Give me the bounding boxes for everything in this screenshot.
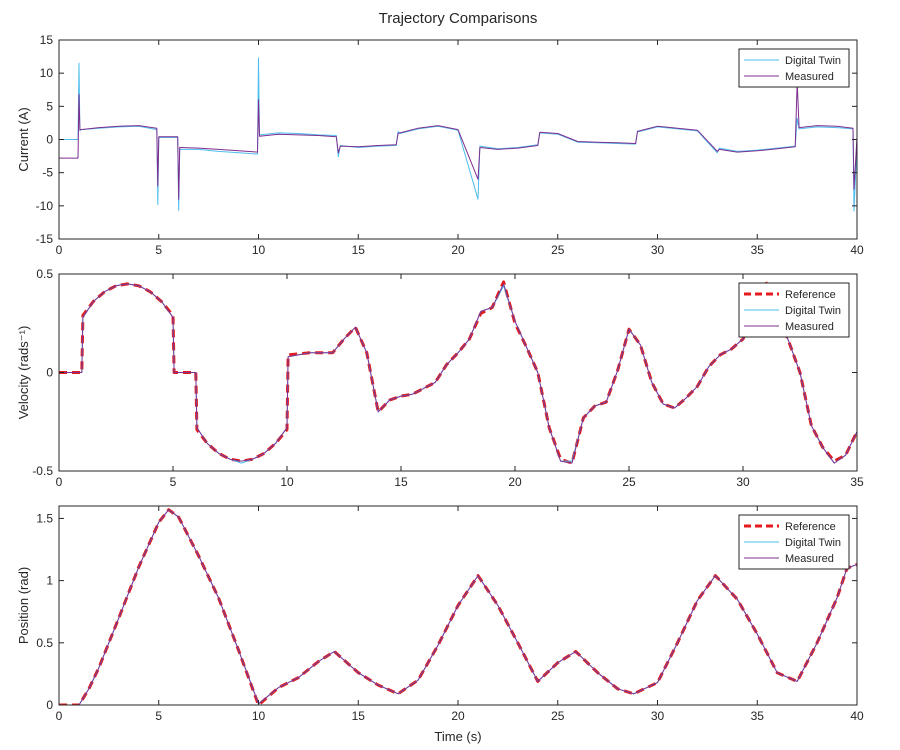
x-axis-label: Time (s) — [434, 729, 481, 744]
legend-label-measured: Measured — [785, 553, 834, 565]
legend-label-reference: Reference — [785, 289, 836, 301]
x-tick-label: 10 — [280, 475, 294, 489]
x-tick-label: 25 — [551, 243, 565, 257]
x-tick-label: 10 — [252, 243, 266, 257]
series-group — [59, 280, 857, 465]
x-tick-label: 5 — [155, 243, 162, 257]
series-line-measured — [59, 82, 857, 200]
x-tick-label: 20 — [508, 475, 522, 489]
plot-area — [59, 40, 857, 239]
y-tick-label: 0 — [46, 366, 53, 380]
legend: Reference Digital Twin Measured — [738, 282, 850, 338]
y-tick-label: 0 — [46, 698, 53, 712]
x-tick-label: 35 — [751, 709, 765, 723]
x-tick-label: 20 — [451, 243, 465, 257]
x-tick-label: 5 — [170, 475, 177, 489]
y-tick-label: 1.5 — [36, 511, 53, 525]
x-tick-label: 15 — [352, 709, 366, 723]
legend-label-measured: Measured — [785, 71, 834, 83]
y-tick-label: 0.5 — [36, 636, 53, 650]
legend-label-digital-twin: Digital Twin — [785, 537, 841, 549]
legend: Digital Twin Measured — [738, 48, 850, 88]
figure-title: Trajectory Comparisons — [379, 10, 538, 27]
legend-label-measured: Measured — [785, 321, 834, 333]
current-subplot: 0 5 10 15 20 25 30 35 40 -15 -10 -5 0 5 10 15 Current (A… — [16, 33, 864, 257]
y-tick-label: 15 — [40, 33, 54, 47]
y-tick-label: -5 — [42, 166, 53, 180]
x-tick-label: 30 — [651, 709, 665, 723]
x-tick-label: 0 — [56, 709, 63, 723]
y-tick-label: -15 — [36, 232, 54, 246]
legend-label-reference: Reference — [785, 521, 836, 533]
legend-box — [738, 48, 850, 88]
x-tick-label: 10 — [252, 709, 266, 723]
x-tick-label: 35 — [850, 475, 864, 489]
legend: Reference Digital Twin Measured — [738, 514, 850, 570]
series-line-measured — [59, 283, 857, 464]
y-tick-label: -0.5 — [32, 464, 53, 478]
series-group — [59, 57, 857, 212]
x-tick-label: 25 — [622, 475, 636, 489]
legend-label-digital-twin: Digital Twin — [785, 305, 841, 317]
y-tick-label: 10 — [40, 66, 54, 80]
x-tick-label: 0 — [56, 475, 63, 489]
x-tick-label: 40 — [850, 243, 864, 257]
x-tick-label: 20 — [451, 709, 465, 723]
y-tick-label: 5 — [46, 99, 53, 113]
series-group — [59, 508, 857, 705]
x-tick-label: 25 — [551, 709, 565, 723]
position-subplot: 0 5 10 15 20 25 30 35 40 0 0.5 1 1.5 Position (rad) Ti… — [16, 505, 864, 744]
y-axis-label: Velocity (rads⁻¹) — [16, 326, 31, 420]
legend-label-digital-twin: Digital Twin — [785, 55, 841, 67]
series-line-measured — [59, 509, 857, 705]
y-tick-label: 0 — [46, 133, 53, 147]
x-tick-label: 5 — [155, 709, 162, 723]
x-tick-label: 30 — [736, 475, 750, 489]
x-tick-label: 15 — [394, 475, 408, 489]
y-tick-label: 0.5 — [36, 267, 53, 281]
x-tick-label: 35 — [751, 243, 765, 257]
y-axis-label: Position (rad) — [16, 567, 31, 644]
x-tick-label: 40 — [850, 709, 864, 723]
series-line-digital-twin — [59, 57, 857, 212]
y-axis-label: Current (A) — [16, 107, 31, 171]
x-tick-label: 15 — [352, 243, 366, 257]
x-tick-label: 0 — [56, 243, 63, 257]
y-tick-label: 1 — [46, 574, 53, 588]
y-tick-label: -10 — [36, 199, 54, 213]
x-tick-label: 30 — [651, 243, 665, 257]
